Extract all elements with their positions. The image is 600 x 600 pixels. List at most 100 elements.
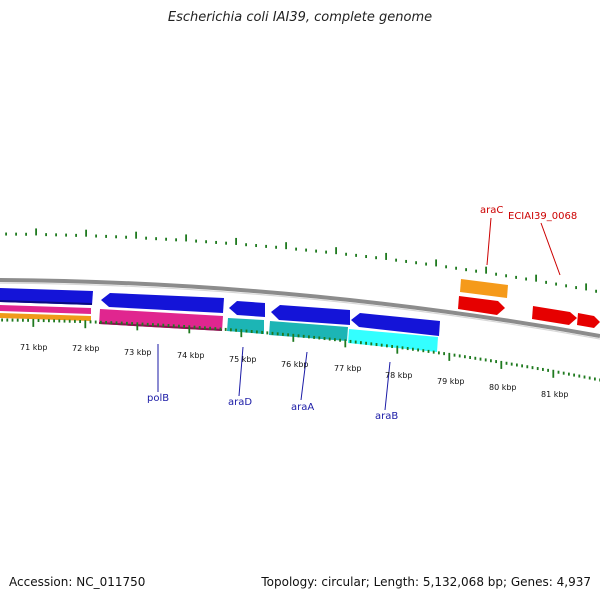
inner-ruler-tick [245,329,248,333]
inner-ruler-tick [193,325,196,329]
inner-ruler-tick [469,355,471,359]
outer-ruler-tick [235,237,237,245]
inner-ruler-tick [63,319,66,323]
inner-ruler-tick [276,332,279,336]
gene-blue-2[interactable] [229,301,265,317]
outer-ruler-tick [285,242,287,250]
gene-left-blue[interactable] [0,288,93,305]
genome-backbone-shadow [0,282,600,340]
inner-ruler-tick [266,331,269,335]
label-leader-line [540,222,561,276]
inner-ruler-tick [120,321,123,325]
outer-ruler-tick [95,234,97,238]
gene-label-araD[interactable]: araD [228,397,252,408]
outer-ruler-tick [295,247,297,251]
inner-ruler-tick [146,322,149,326]
inner-ruler-tick [349,339,352,343]
genome-backbone [0,278,600,338]
outer-ruler-tick [595,289,597,293]
inner-ruler-tick [136,322,139,331]
outer-ruler-tick [25,232,27,236]
label-leader-line [238,346,244,397]
ruler-tick-label: 73 kbp [124,348,152,357]
inner-ruler-tick [412,347,414,351]
inner-ruler-tick [474,356,477,360]
outer-ruler-tick [275,245,277,249]
inner-ruler-tick [37,318,40,322]
gene-left-magenta[interactable] [0,305,91,314]
inner-ruler-tick [438,351,440,355]
gene-label-araB[interactable]: araB [375,411,398,422]
inner-ruler-tick [11,318,14,322]
outer-ruler-tick [345,252,347,256]
inner-ruler-tick [479,357,482,361]
gene-label-araC[interactable]: araC [480,205,503,216]
inner-ruler-tick [110,321,113,325]
inner-ruler-tick [536,367,539,371]
outer-ruler-tick [465,268,467,272]
inner-ruler-tick [427,349,430,353]
inner-ruler-tick [214,327,217,331]
gene-araD[interactable] [227,318,264,334]
gene-label-ECIAI39_0068[interactable]: ECIAI39_0068 [508,211,577,222]
inner-ruler-tick [22,318,24,322]
ruler-tick-label: 72 kbp [72,344,100,353]
inner-ruler-tick [360,341,362,345]
inner-ruler-tick [58,319,61,323]
outer-ruler-tick [45,233,47,237]
outer-ruler-tick [155,237,157,241]
outer-ruler-tick [205,240,207,244]
genome-info-text: Topology: circular; Length: 5,132,068 bp… [261,575,591,589]
label-leader-line [486,217,492,266]
outer-ruler-tick [445,265,447,269]
inner-ruler-tick [323,337,326,341]
inner-ruler-tick [500,360,503,369]
outer-ruler-tick [15,232,17,236]
gene-label-polB[interactable]: polB [147,393,169,404]
outer-ruler-tick [535,274,537,282]
outer-ruler-tick [185,234,187,242]
inner-ruler-tick [521,364,523,368]
inner-ruler-tick [490,359,492,363]
gene-red-3[interactable] [577,313,600,328]
inner-ruler-tick [578,374,581,378]
inner-ruler-tick [48,319,50,323]
gene-araB[interactable] [348,329,438,352]
inner-ruler-tick [552,369,555,378]
ruler-tick-label: 76 kbp [281,360,309,369]
gene-red-1[interactable] [458,296,505,315]
outer-ruler-tick [525,277,527,281]
gene-blue-3[interactable] [271,305,350,325]
outer-ruler [5,228,597,293]
outer-ruler-tick [335,247,337,255]
inner-ruler-tick [89,320,92,324]
gene-araC[interactable] [460,279,508,298]
inner-ruler-tick [16,318,19,322]
inner-ruler-tick [302,334,305,338]
gene-label-araA[interactable]: araA [291,402,314,413]
inner-ruler-tick [240,329,243,338]
outer-ruler-tick [255,244,257,248]
inner-ruler-tick [365,341,367,345]
outer-ruler-tick [405,259,407,263]
outer-ruler-tick [55,233,57,237]
inner-ruler-tick [391,345,393,349]
outer-ruler-tick [475,269,477,273]
inner-ruler-tick [235,328,237,332]
outer-ruler-tick [165,237,167,241]
gene-left-orange[interactable] [0,313,91,321]
gene-ECIAI39_0068[interactable] [532,306,577,325]
inner-ruler-tick [105,320,107,324]
gene-blue-1[interactable] [101,293,224,313]
inner-ruler-tick [328,337,331,341]
gene-blue-4[interactable] [351,313,440,336]
inner-ruler-tick [453,353,456,357]
inner-ruler-tick [370,342,373,346]
ruler-tick-label: 77 kbp [334,364,362,373]
inner-ruler-tick [313,335,315,339]
outer-ruler-tick [65,233,67,237]
inner-ruler-tick [583,375,586,379]
inner-ruler-tick [505,361,508,365]
outer-ruler-tick [305,248,307,252]
